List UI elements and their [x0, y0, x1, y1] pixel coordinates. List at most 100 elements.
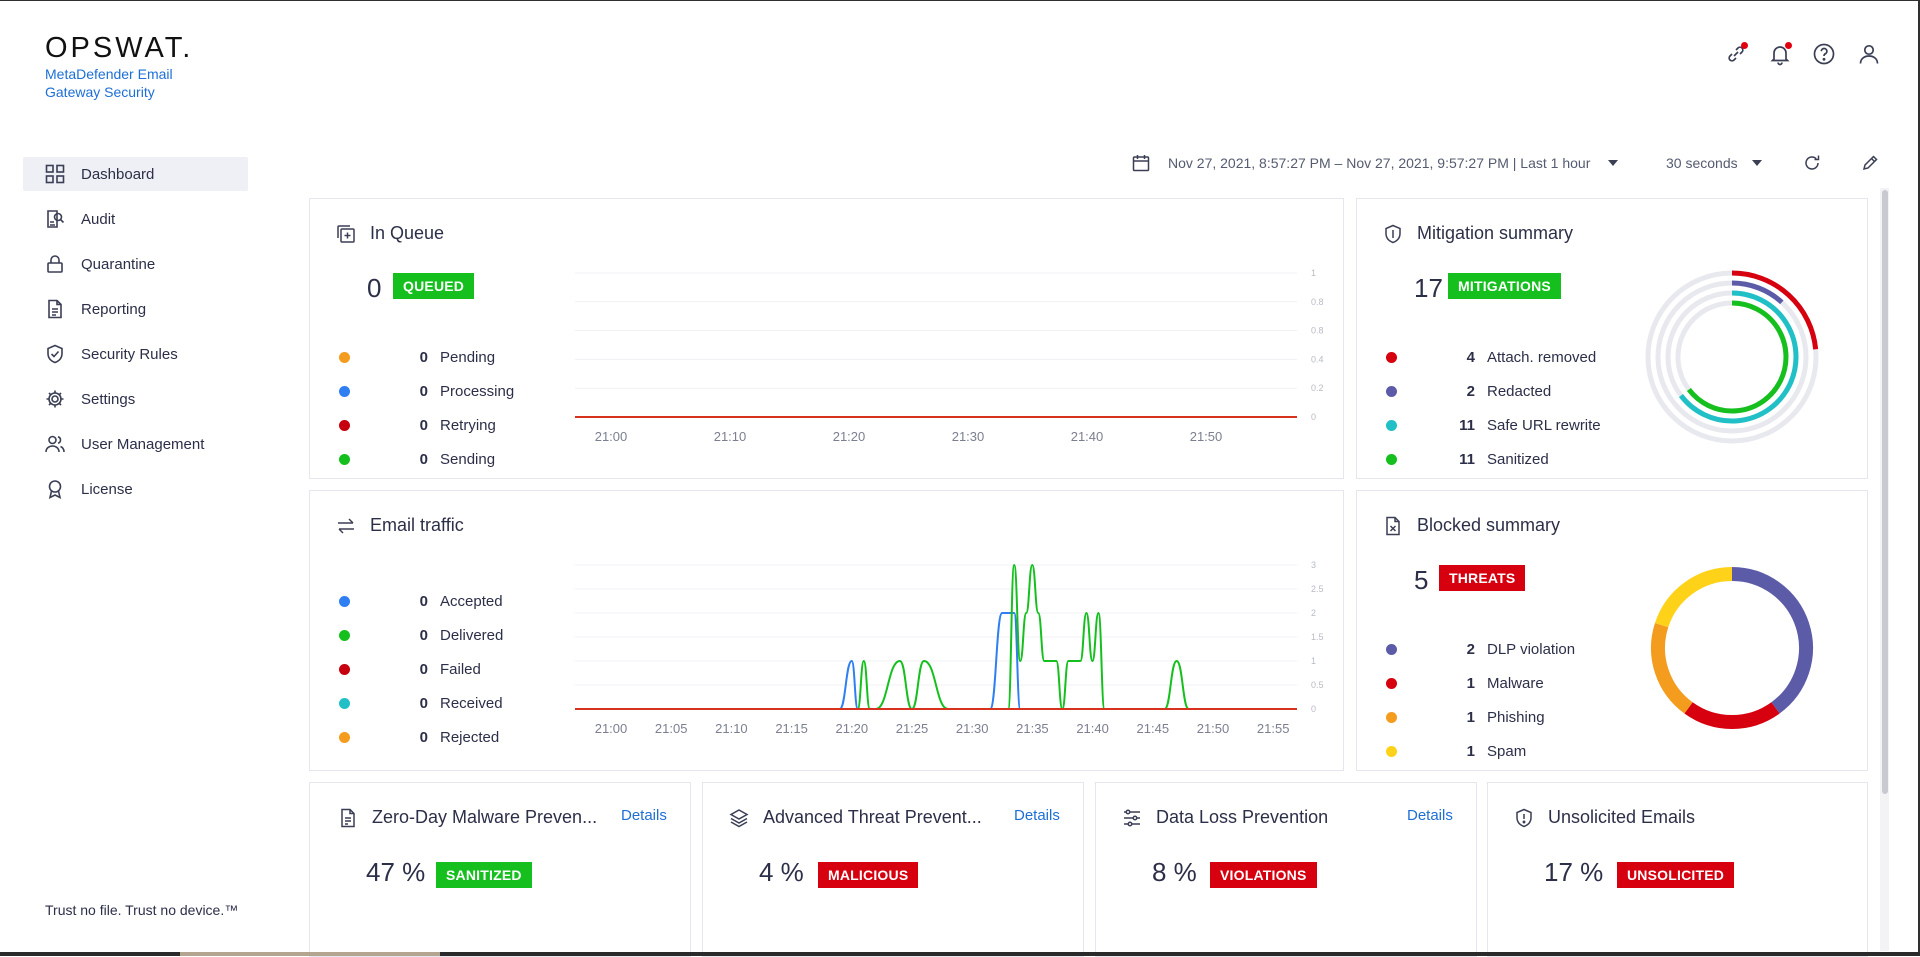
legend-dot	[1386, 351, 1397, 363]
percent-value: 8 %	[1152, 857, 1197, 887]
sidebar-item-license[interactable]: License	[23, 472, 248, 506]
sidebar-item-user-management[interactable]: User Management	[23, 427, 248, 461]
y-tick-label: 1	[1311, 656, 1316, 666]
window-right-border	[1918, 0, 1920, 956]
blocked-donut-chart	[1651, 567, 1813, 729]
product-name: MetaDefender Email Gateway Security	[45, 66, 173, 100]
chevron-down-icon	[1608, 160, 1619, 166]
sidebar-item-label: Security Rules	[81, 345, 178, 363]
legend-dot	[339, 453, 350, 465]
percent-value: 47 %	[366, 857, 426, 887]
sidebar-nav: Dashboard Audit Quarantine Reporting Sec…	[23, 157, 248, 517]
legend-row: 0 Failed	[339, 652, 503, 686]
legend-dot	[1386, 677, 1397, 689]
x-tick-label: 21:20	[836, 721, 869, 736]
refresh-interval-label: 30 seconds	[1666, 155, 1738, 171]
chevron-down-icon	[1751, 160, 1762, 166]
sidebar-item-dashboard[interactable]: Dashboard	[23, 157, 248, 191]
gear-icon	[46, 390, 64, 408]
sidebar-item-label: Settings	[81, 390, 136, 408]
queued-count: 0	[367, 273, 382, 303]
y-tick-label: 0.8	[1311, 326, 1324, 336]
status-badge: VIOLATIONS	[1210, 862, 1317, 888]
audit-icon	[47, 210, 65, 228]
donut-slice-phishing	[1651, 622, 1693, 714]
legend-row: 0 Delivered	[339, 618, 503, 652]
percent-value: 4 %	[759, 857, 804, 887]
x-tick-label: 21:40	[1076, 721, 1109, 736]
sidebar-item-label: Reporting	[81, 300, 147, 318]
notifications-button[interactable]	[1768, 42, 1792, 66]
card-title: In Queue	[336, 223, 444, 244]
card-title: Mitigation summary	[1383, 223, 1573, 244]
legend-row: 4 Attach. removed	[1386, 340, 1601, 374]
date-range-picker[interactable]: Nov 27, 2021, 8:57:27 PM – Nov 27, 2021,…	[1132, 150, 1619, 176]
sidebar-item-settings[interactable]: Settings	[23, 382, 248, 416]
mitigation-summary-card: Mitigation summary 17 MITIGATIONS 4 Attac…	[1356, 198, 1868, 479]
scrollbar-thumb[interactable]	[1882, 190, 1888, 794]
y-tick-label: 0.5	[1311, 680, 1324, 690]
legend-row: 1 Phishing	[1386, 700, 1575, 734]
sidebar-item-security-rules[interactable]: Security Rules	[23, 337, 248, 371]
ring-arc-attach-removed	[1731, 270, 1819, 350]
blocked-summary-card: Blocked summary 5 THREATS 2 DLP violation…	[1356, 490, 1868, 771]
legend-dot	[339, 731, 350, 743]
in-queue-legend: 0 Pending 0 Processing 0 Retrying 0 Sending	[339, 340, 514, 476]
help-button[interactable]	[1812, 42, 1836, 66]
card-title: Data Loss Prevention	[1122, 807, 1328, 828]
status-badge: SANITIZED	[436, 862, 532, 888]
arrows-exchange-icon	[338, 517, 354, 534]
email-traffic-line-chart: 3 2.5 2 1.5 1 0.5 0 21:00 21:05 21:10 21:15 21:20 21…	[575, 560, 1324, 736]
sidebar-item-audit[interactable]: Audit	[23, 202, 248, 236]
taskbar-thumb	[180, 952, 440, 956]
sidebar-item-label: Quarantine	[81, 255, 156, 273]
x-tick-label: 21:10	[714, 429, 747, 444]
details-link[interactable]: Details	[621, 807, 667, 824]
details-link[interactable]: Details	[1407, 807, 1453, 824]
user-icon	[1859, 44, 1879, 64]
legend-row: 0 Pending	[339, 340, 514, 374]
opswat-logo: OPSWAT.	[45, 32, 194, 64]
mitigation-legend: 4 Attach. removed 2 Redacted 11 Safe URL re…	[1386, 340, 1601, 476]
advanced-threat-card: Advanced Threat Prevent... Details 4 % M…	[702, 782, 1084, 957]
x-tick-label: 21:50	[1190, 429, 1223, 444]
mitigations-badge: MITIGATIONS	[1448, 273, 1561, 299]
tagline: Trust no file. Trust no device.™	[45, 902, 239, 918]
queue-icon	[337, 224, 355, 243]
y-tick-label: 1	[1311, 268, 1316, 278]
zero-day-malware-card: Zero-Day Malware Preven... Details 47 % …	[309, 782, 691, 957]
shield-check-icon	[47, 344, 63, 364]
award-icon	[48, 480, 62, 499]
y-tick-label: 0.4	[1311, 354, 1324, 364]
grid-icon	[45, 164, 65, 184]
x-tick-label: 21:20	[833, 429, 866, 444]
donut-slice-spam	[1654, 567, 1733, 628]
mitigations-count: 17	[1414, 273, 1443, 303]
in-queue-line-chart: 1 0.8 0.8 0.4 0.2 0 21:00 21:10 21:20 21:30 21:40 2…	[575, 268, 1324, 444]
edit-dashboard-button[interactable]	[1861, 150, 1879, 176]
email-traffic-card: Email traffic 0 Accepted 0 Delivered 0 Fail…	[309, 490, 1344, 771]
details-link[interactable]: Details	[1014, 807, 1060, 824]
card-title: Advanced Threat Prevent...	[729, 807, 982, 828]
x-tick-label: 21:35	[1016, 721, 1049, 736]
legend-row: 0 Sending	[339, 442, 514, 476]
unsolicited-emails-card: Unsolicited Emails 17 % UNSOLICITED	[1487, 782, 1868, 957]
sliders-icon	[1124, 808, 1140, 827]
x-tick-label: 21:55	[1257, 721, 1290, 736]
x-tick-label: 21:25	[896, 721, 929, 736]
card-title: Zero-Day Malware Preven...	[338, 807, 597, 828]
integrations-button[interactable]	[1724, 42, 1748, 66]
percent-value: 17 %	[1544, 857, 1604, 887]
y-tick-label: 0.8	[1311, 297, 1324, 307]
threats-count: 5	[1414, 565, 1429, 595]
y-tick-label: 3	[1311, 560, 1316, 570]
sidebar-item-reporting[interactable]: Reporting	[23, 292, 248, 326]
refresh-interval-select[interactable]: 30 seconds	[1666, 150, 1762, 176]
sidebar-item-quarantine[interactable]: Quarantine	[23, 247, 248, 281]
user-profile-button[interactable]	[1857, 42, 1881, 66]
x-tick-label: 21:00	[595, 721, 628, 736]
legend-row: 0 Rejected	[339, 720, 503, 754]
refresh-button[interactable]	[1803, 150, 1821, 176]
legend-row: 2 DLP violation	[1386, 632, 1575, 666]
notification-dot	[1741, 42, 1748, 49]
